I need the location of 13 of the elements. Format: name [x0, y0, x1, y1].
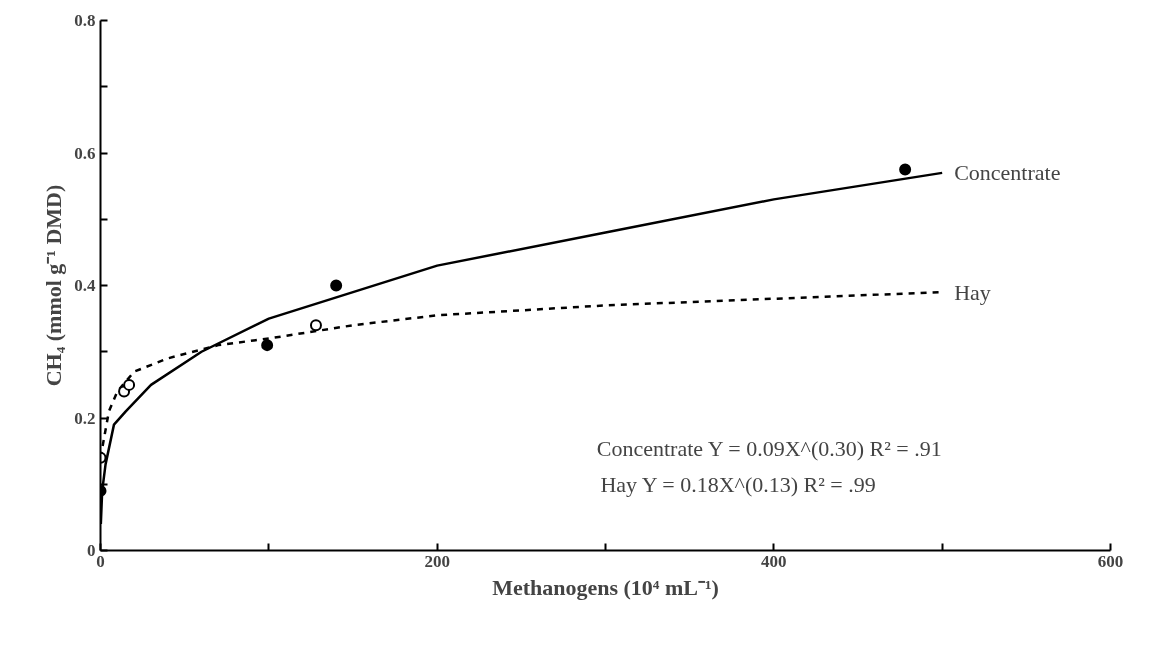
y-axis-title: CH₄ (mmol g⁻¹ DMD)	[41, 184, 67, 387]
x-axis-title: Methanogens (10⁴ mL⁻¹)	[492, 574, 719, 600]
y-tick-label: 0.8	[74, 11, 96, 30]
y-tick-label: 0.2	[74, 408, 96, 428]
series-label: Hay	[954, 279, 991, 305]
x-tick-label: 400	[761, 551, 787, 571]
x-tick-label: 200	[424, 551, 450, 571]
annotation: Concentrate Y = 0.09X^(0.30) R² = .91	[596, 435, 942, 461]
y-tick-label: 0.4	[74, 276, 96, 295]
annotation: Hay Y = 0.18X^(0.13) R² = .99	[600, 471, 876, 497]
series-label: Concentrate	[954, 160, 1061, 186]
x-tick-label: 600	[1097, 551, 1124, 571]
y-tick-label: 0.6	[74, 143, 96, 163]
